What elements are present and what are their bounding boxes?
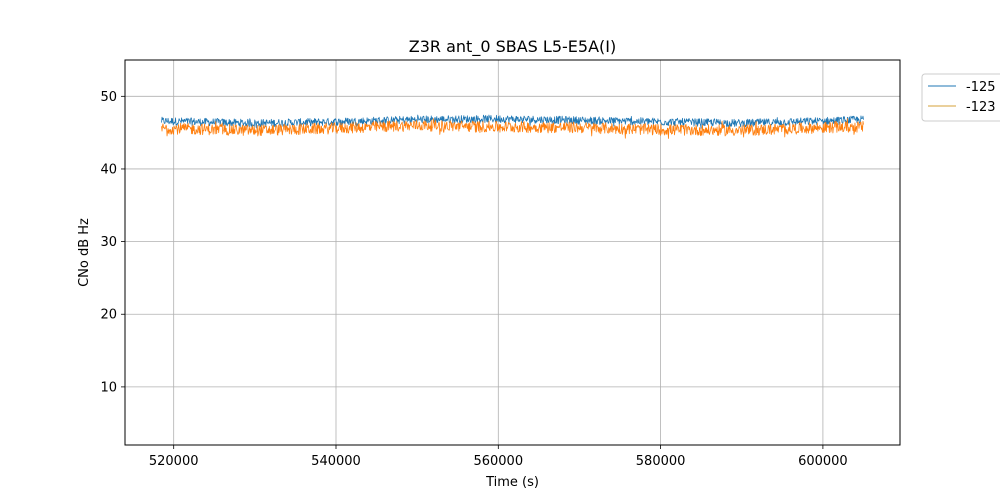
legend-label-series-2: -123	[966, 100, 996, 115]
y-tick-label: 10	[100, 380, 117, 395]
x-tick-label: 540000	[311, 454, 361, 469]
x-tick-label: 600000	[798, 454, 848, 469]
y-tick-label: 40	[100, 162, 117, 177]
y-axis-label: CNo dB Hz	[77, 218, 92, 287]
x-tick-label: 580000	[636, 454, 686, 469]
y-tick-label: 30	[100, 235, 117, 250]
y-tick-label: 50	[100, 90, 117, 105]
series-line--123	[161, 118, 864, 139]
legend-label-series-1: -125	[966, 80, 996, 95]
x-tick-label: 560000	[473, 454, 523, 469]
legend: -125 -123	[921, 73, 1000, 122]
axis-ticks: 520000 540000 560000 580000 600000 10 20 30 40 50	[100, 90, 847, 469]
chart-title: Z3R ant_0 SBAS L5-E5A(I)	[409, 37, 616, 57]
x-axis-label: Time (s)	[485, 475, 539, 490]
series-line--125	[161, 114, 864, 129]
plot-series	[161, 114, 864, 139]
y-tick-label: 20	[100, 308, 117, 323]
grid-lines	[125, 60, 900, 445]
plot-area-frame	[124, 59, 901, 446]
x-tick-label: 520000	[149, 454, 199, 469]
